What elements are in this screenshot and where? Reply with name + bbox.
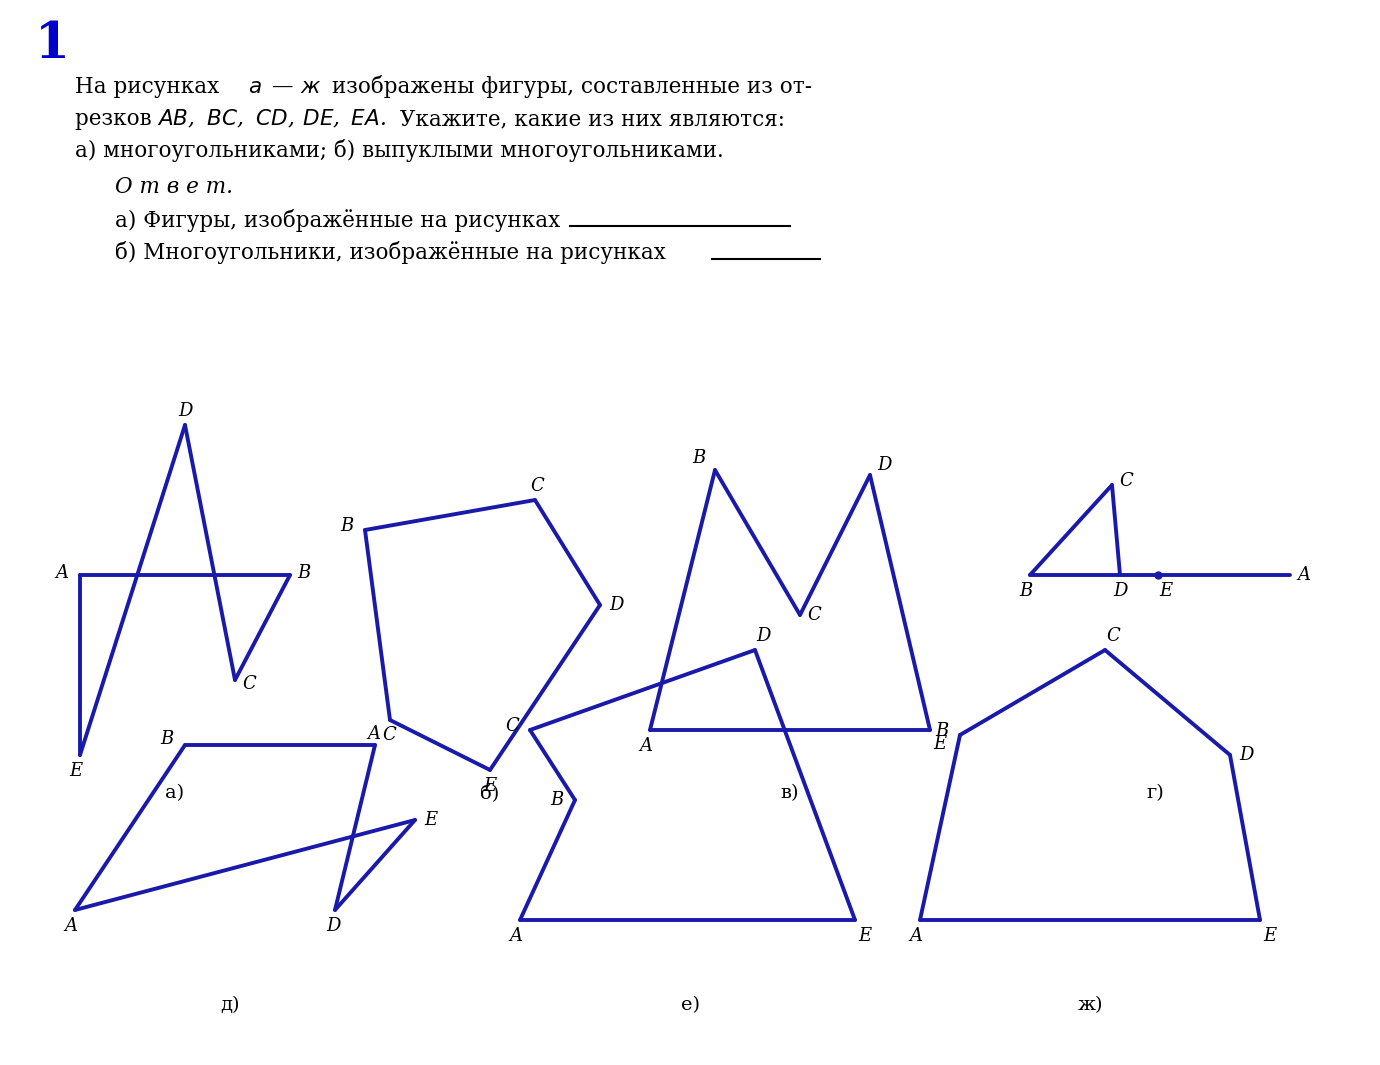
Text: е): е) xyxy=(680,996,700,1014)
Text: E: E xyxy=(483,777,497,794)
Text: D: D xyxy=(1239,746,1253,764)
Text: 1: 1 xyxy=(34,20,69,69)
Text: О т в е т.: О т в е т. xyxy=(115,176,233,198)
Text: На рисунках: На рисунках xyxy=(75,76,226,98)
Text: D: D xyxy=(756,627,770,645)
Text: а) Фигуры, изображённые на рисунках: а) Фигуры, изображённые на рисунках xyxy=(115,209,560,231)
Text: E: E xyxy=(933,735,947,753)
Text: а): а) xyxy=(166,784,185,802)
Text: A: A xyxy=(639,737,653,755)
Text: C: C xyxy=(1119,472,1133,490)
Text: изображены фигуры, составленные из от-: изображены фигуры, составленные из от- xyxy=(326,76,811,98)
Text: D: D xyxy=(876,456,891,474)
Text: B: B xyxy=(693,449,705,466)
Text: A: A xyxy=(55,564,69,581)
Text: A: A xyxy=(509,927,523,945)
Text: г): г) xyxy=(1147,784,1163,802)
Text: E: E xyxy=(1264,927,1277,945)
Text: C: C xyxy=(807,606,821,624)
Text: $ж$: $ж$ xyxy=(299,76,322,98)
Text: C: C xyxy=(1107,627,1121,645)
Text: B: B xyxy=(1020,581,1032,600)
Text: а) многоугольниками; б) выпуклыми многоугольниками.: а) многоугольниками; б) выпуклыми многоу… xyxy=(75,140,723,163)
Text: E: E xyxy=(69,761,83,780)
Text: $CD$,: $CD$, xyxy=(248,108,295,130)
Text: E: E xyxy=(858,927,872,945)
Text: $BC$,: $BC$, xyxy=(200,108,244,130)
Text: —: — xyxy=(265,76,301,98)
Text: E: E xyxy=(1159,581,1173,600)
Text: A: A xyxy=(1297,566,1311,584)
Text: $DE$,: $DE$, xyxy=(295,108,341,130)
Text: б): б) xyxy=(480,784,500,802)
Text: B: B xyxy=(160,730,174,748)
Text: $AB$,: $AB$, xyxy=(157,108,195,130)
Text: C: C xyxy=(382,726,396,744)
Text: D: D xyxy=(326,917,341,935)
Text: д): д) xyxy=(221,996,240,1014)
Text: C: C xyxy=(241,675,255,693)
Text: B: B xyxy=(936,722,948,740)
Text: Укажите, какие из них являются:: Укажите, какие из них являются: xyxy=(393,108,785,130)
Text: в): в) xyxy=(781,784,799,802)
Text: $a$: $a$ xyxy=(248,76,262,98)
Text: D: D xyxy=(178,402,192,420)
Text: C: C xyxy=(505,717,519,735)
Text: $EA$.: $EA$. xyxy=(344,108,386,130)
Text: B: B xyxy=(341,517,353,535)
Text: B: B xyxy=(551,791,563,809)
Text: D: D xyxy=(1112,581,1127,600)
Text: резков: резков xyxy=(75,108,159,130)
Text: A: A xyxy=(367,725,381,743)
Text: C: C xyxy=(530,477,544,495)
Text: ж): ж) xyxy=(1078,996,1103,1014)
Text: B: B xyxy=(297,564,310,581)
Text: A: A xyxy=(65,917,77,935)
Text: A: A xyxy=(909,927,922,945)
Text: D: D xyxy=(609,596,624,615)
Text: E: E xyxy=(425,812,437,829)
Text: б) Многоугольники, изображённые на рисунках: б) Многоугольники, изображённые на рисун… xyxy=(115,242,667,264)
